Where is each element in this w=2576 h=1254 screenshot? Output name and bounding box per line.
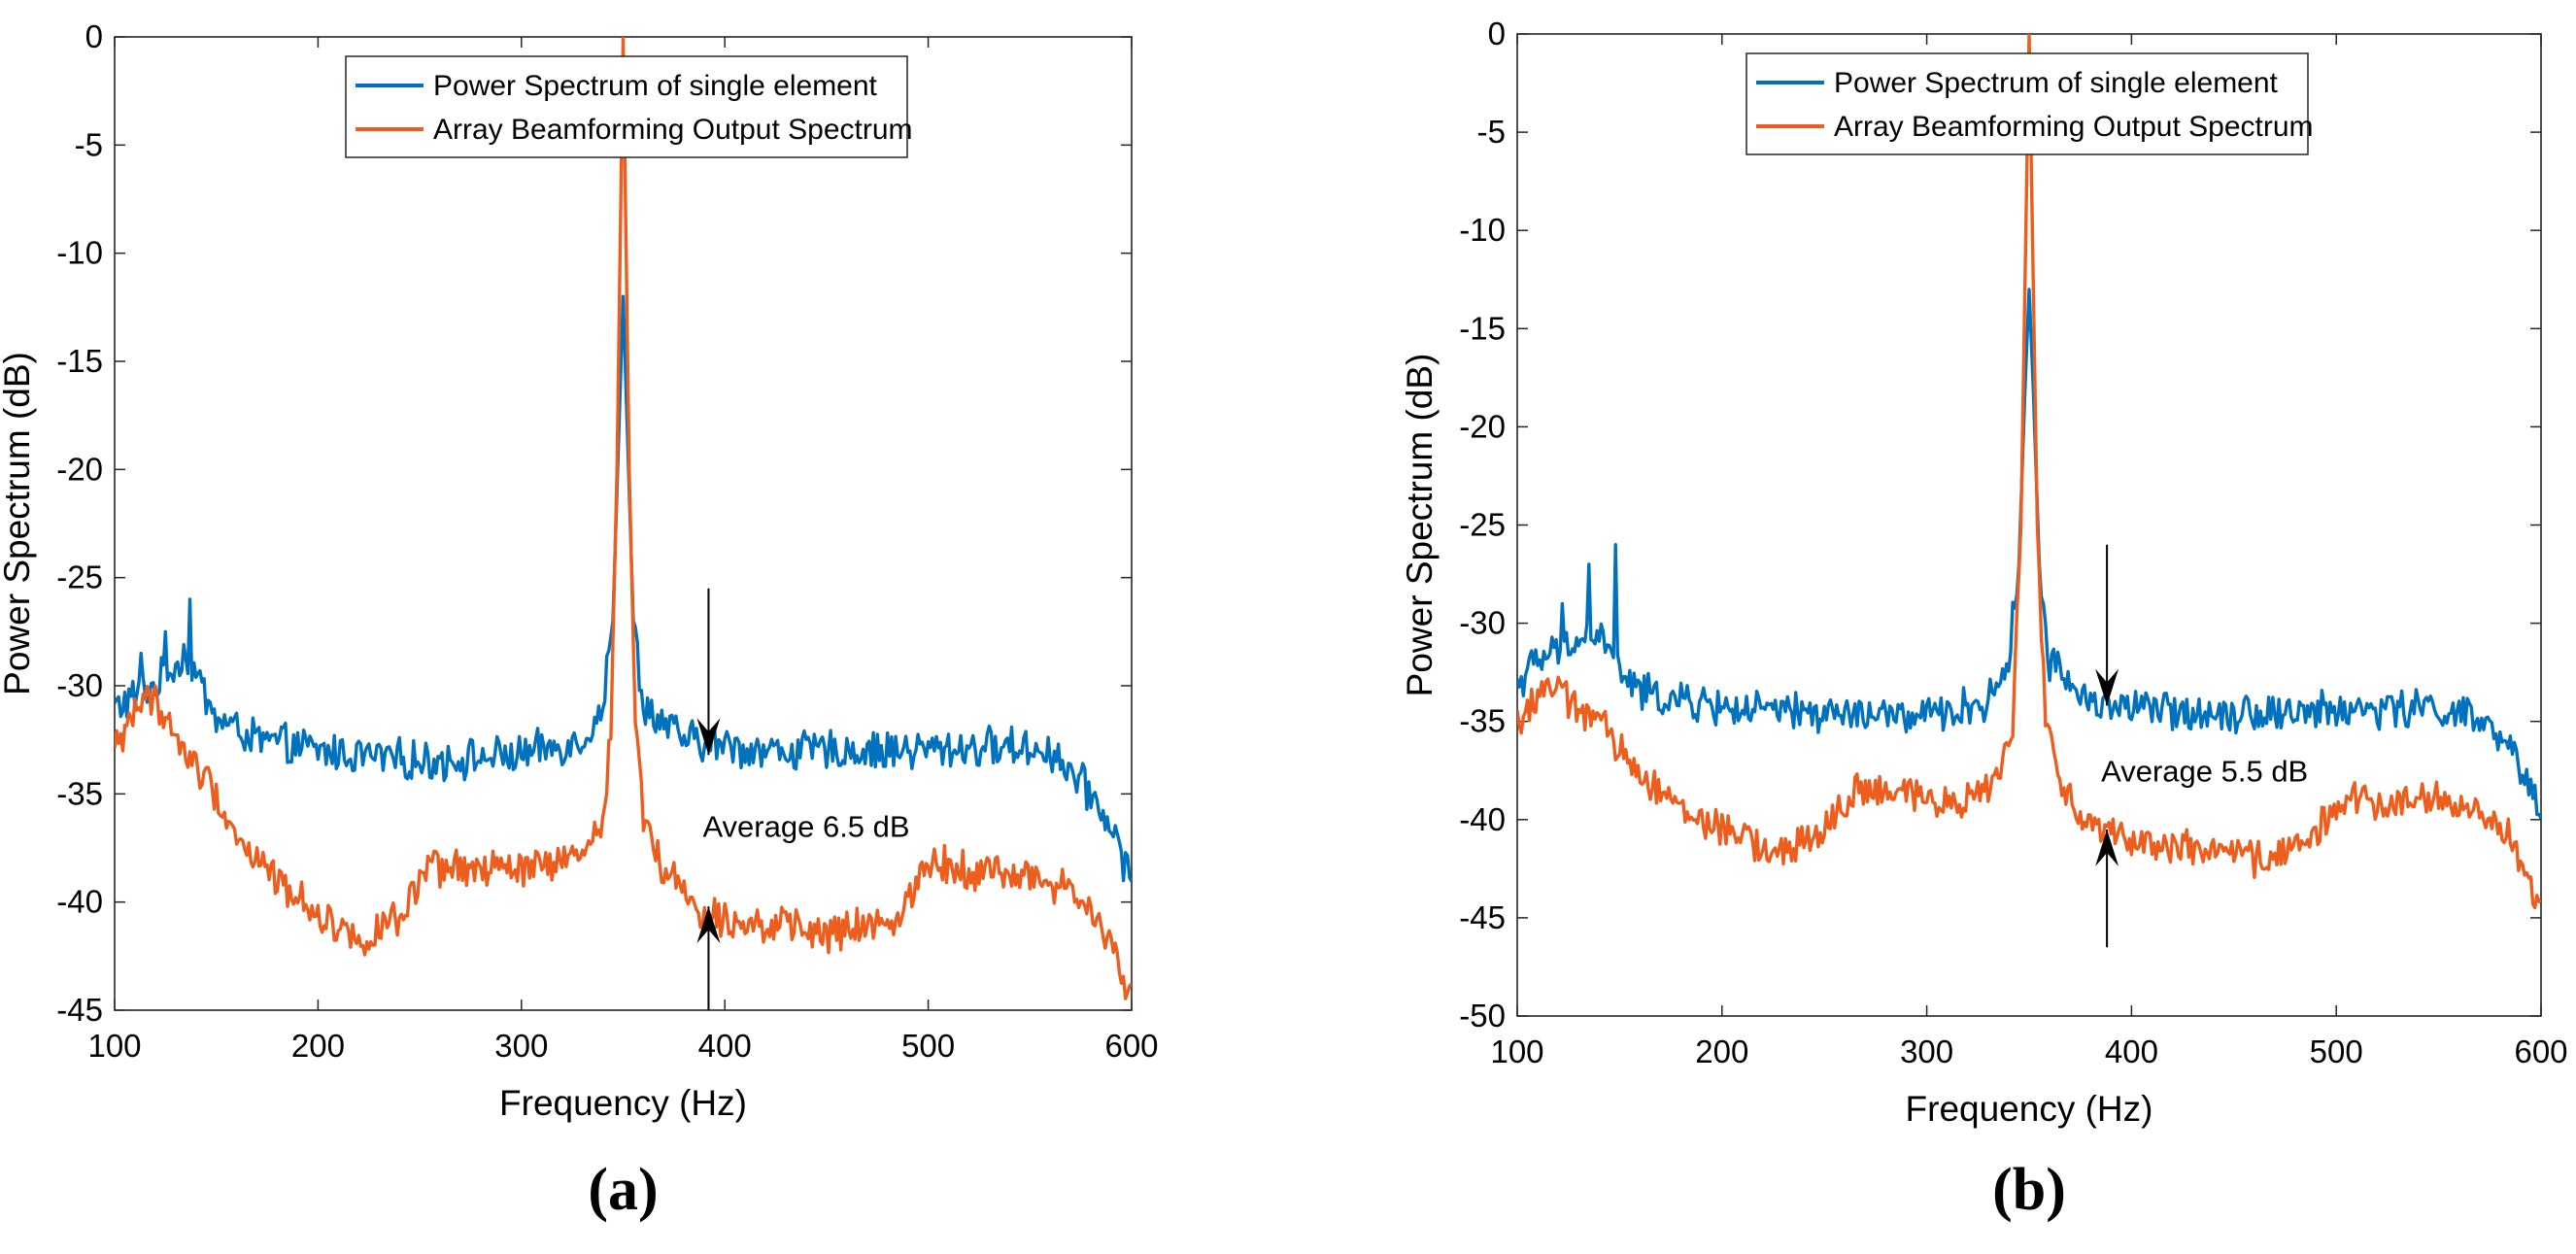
y-tick-label: -45	[56, 992, 103, 1028]
plot-area	[114, 36, 1133, 1011]
x-tick-label: 500	[901, 1028, 955, 1064]
y-tick-label: -5	[75, 126, 103, 162]
legend-entry: Array Beamforming Output Spectrum	[1834, 111, 2314, 143]
plot-area	[1516, 33, 2542, 1017]
series-line-single-element	[1517, 288, 2541, 820]
y-axis-label: Power Spectrum (dB)	[1400, 354, 1440, 697]
x-tick-label: 400	[2105, 1034, 2158, 1069]
annotation-text: Average 5.5 dB	[2101, 754, 2308, 788]
annotation-text: Average 6.5 dB	[702, 810, 909, 844]
series-line-single-element	[115, 294, 1132, 883]
chart-panel-b: 100 200 300 400 500 600 0 -5 -10 -15 -20 -25 -30 -35 -…	[1288, 0, 2576, 1254]
annotation-arrow-head	[696, 906, 721, 944]
x-axis-label: Frequency (Hz)	[1906, 1089, 2153, 1129]
x-tick-label: 200	[291, 1028, 345, 1064]
x-tick-label: 600	[2514, 1034, 2567, 1069]
y-tick-label: -25	[56, 559, 103, 595]
x-tick-label: 500	[2310, 1034, 2363, 1069]
y-tick-label: -30	[56, 667, 103, 703]
y-tick-label: -20	[56, 451, 103, 487]
x-tick-label: 400	[698, 1028, 752, 1064]
y-tick-label: -25	[1459, 507, 1506, 543]
legend-entry: Power Spectrum of single element	[1834, 67, 2279, 99]
x-tick-label: 100	[87, 1028, 141, 1064]
series-line-beamforming	[115, 37, 1132, 1000]
legend-box	[1746, 52, 2309, 155]
series-line-beamforming	[1517, 34, 2541, 910]
chart-b-svg: 100 200 300 400 500 600 0 -5 -10 -15 -20 -25 -30 -35 -…	[1400, 16, 2568, 1223]
legend-box	[345, 55, 908, 158]
x-tick-label: 600	[1104, 1028, 1158, 1064]
legend-entry: Power Spectrum of single element	[433, 70, 878, 102]
y-tick-label: -15	[1459, 310, 1506, 346]
panel-label: (a)	[588, 1157, 658, 1223]
panel-label: (b)	[1992, 1157, 2066, 1223]
y-tick-label: -40	[56, 884, 103, 920]
y-tick-label: 0	[85, 18, 103, 54]
y-tick-label: -40	[1459, 801, 1506, 837]
annotation-arrow-head	[2095, 668, 2119, 706]
y-tick-label: -15	[56, 343, 103, 379]
x-axis-label: Frequency (Hz)	[499, 1083, 747, 1123]
chart-a-svg: 100 200 300 400 500 600 0 -5 -10 -15 -20 -25 -30 -35 -…	[0, 18, 1159, 1223]
y-tick-label: -20	[1459, 408, 1506, 444]
y-tick-label: -50	[1459, 998, 1506, 1034]
y-tick-label: -5	[1477, 114, 1506, 150]
x-tick-label: 200	[1695, 1034, 1748, 1069]
annotation-arrow-head	[696, 718, 721, 756]
y-tick-label: 0	[1488, 16, 1506, 51]
annotation-arrow-head	[2095, 829, 2119, 866]
y-tick-label: -10	[1459, 212, 1506, 248]
y-tick-label: -35	[1459, 703, 1506, 739]
x-tick-label: 300	[494, 1028, 548, 1064]
y-tick-label: -30	[1459, 605, 1506, 641]
y-tick-label: -45	[1459, 899, 1506, 935]
x-tick-label: 300	[1900, 1034, 1953, 1069]
y-tick-label: -10	[56, 235, 103, 271]
x-tick-label: 100	[1490, 1034, 1543, 1069]
chart-panel-a: 100 200 300 400 500 600 0 -5 -10 -15 -20 -25 -30 -35 -…	[0, 18, 1159, 1223]
legend-entry: Array Beamforming Output Spectrum	[433, 114, 913, 146]
y-axis-label: Power Spectrum (dB)	[0, 352, 37, 695]
y-tick-label: -35	[56, 775, 103, 811]
